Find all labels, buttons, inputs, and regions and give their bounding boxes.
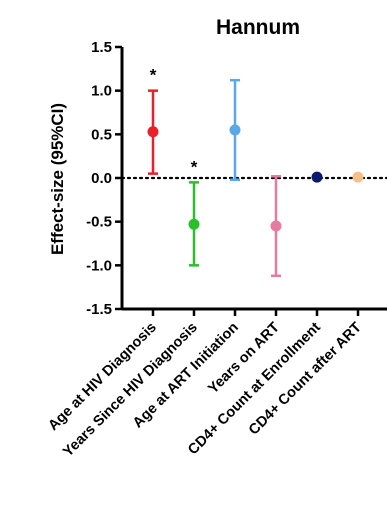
plot-area: -1.5-1.0-0.50.00.51.01.5*Age at HIV Diag… <box>45 39 387 460</box>
significance-marker: * <box>150 66 157 85</box>
x-category-label: Years on ART <box>205 319 283 397</box>
data-point <box>311 171 323 183</box>
data-point <box>147 126 159 138</box>
data-point <box>352 171 364 183</box>
y-tick-label: -1.0 <box>86 257 112 274</box>
significance-marker: * <box>191 157 198 176</box>
y-tick-label: 0.5 <box>91 126 112 143</box>
data-point <box>188 218 200 230</box>
y-tick-label: -1.5 <box>86 301 112 318</box>
y-tick-label: 0.0 <box>91 170 112 187</box>
y-tick-label: 1.0 <box>91 83 112 100</box>
chart-title: Hannum <box>216 16 300 39</box>
y-tick-label: -0.5 <box>86 214 112 231</box>
y-axis-label: Effect-size (95%CI) <box>48 103 67 255</box>
data-point <box>270 220 282 232</box>
data-point <box>229 124 241 136</box>
y-tick-label: 1.5 <box>91 39 112 56</box>
